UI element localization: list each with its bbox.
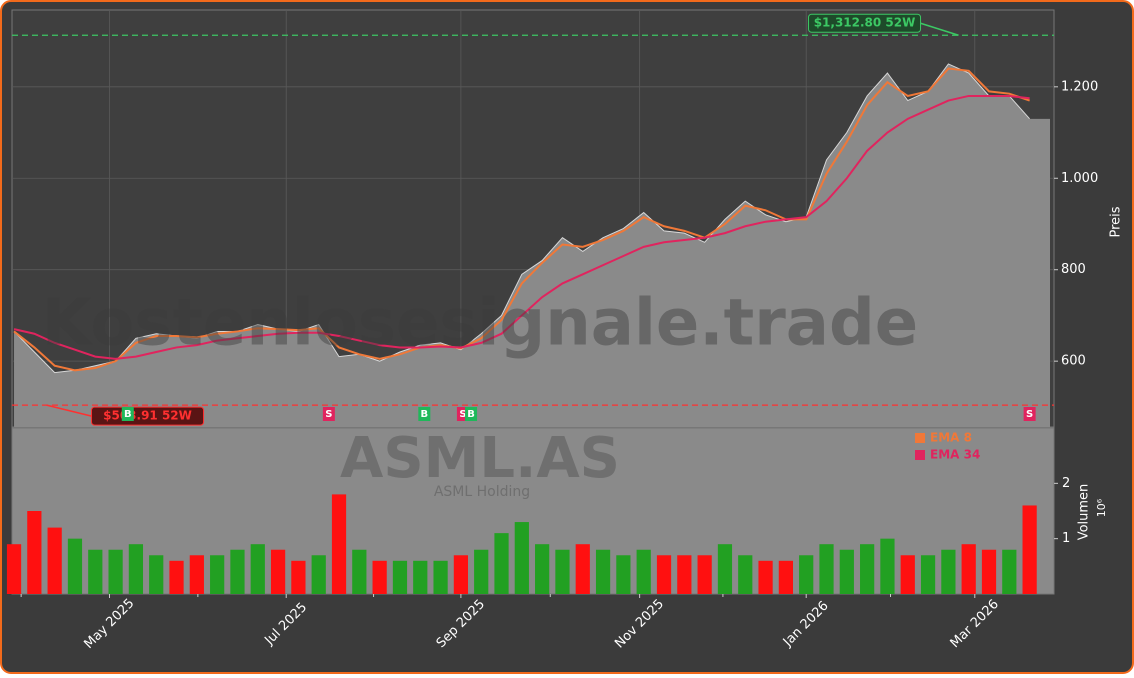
volume-bar bbox=[900, 555, 915, 594]
annotation-arrow bbox=[46, 404, 92, 417]
volume-bar bbox=[860, 544, 875, 594]
y-tick-label: 600 bbox=[1061, 354, 1086, 369]
volume-bar bbox=[595, 549, 611, 594]
watermark: Kostenlosesignale.trade bbox=[42, 287, 918, 361]
volume-bar bbox=[575, 544, 590, 594]
volume-offset: 10⁶ bbox=[1095, 498, 1108, 517]
y-tick-label: 1.000 bbox=[1061, 171, 1098, 186]
volume-bar bbox=[270, 549, 286, 594]
volume-bar bbox=[27, 511, 42, 594]
annotation-arrow bbox=[920, 22, 959, 36]
volume-bar bbox=[230, 549, 245, 594]
annotation-box bbox=[808, 13, 922, 33]
volume-bar bbox=[697, 555, 712, 594]
volume-bar bbox=[210, 555, 225, 594]
volume-bar bbox=[169, 560, 184, 594]
y-tick-label: 1 bbox=[1062, 531, 1070, 546]
volume-bar bbox=[819, 544, 834, 594]
volume-bar bbox=[555, 549, 570, 594]
volume-bar bbox=[839, 549, 854, 594]
volume-bar bbox=[1022, 505, 1037, 594]
volume-bar bbox=[352, 549, 367, 594]
legend-label: EMA 8 bbox=[930, 431, 972, 445]
volume-bar bbox=[778, 560, 793, 594]
volume-bar bbox=[47, 527, 62, 594]
legend-swatch bbox=[915, 433, 925, 443]
volume-bar bbox=[67, 538, 83, 594]
volume-bar bbox=[128, 544, 144, 594]
volume-bar bbox=[250, 544, 265, 594]
volume-bar bbox=[413, 560, 428, 594]
volume-bar bbox=[311, 555, 326, 594]
volume-bar bbox=[636, 549, 651, 594]
volume-bar bbox=[961, 544, 976, 594]
volume-bar bbox=[372, 560, 387, 594]
ema-line bbox=[13, 94, 1030, 360]
volume-bar bbox=[920, 555, 936, 594]
volume-bar bbox=[474, 549, 489, 594]
annotation-label: $1,312.80 52W bbox=[814, 16, 916, 30]
price-area bbox=[14, 63, 1050, 427]
signal-label: B bbox=[124, 409, 132, 420]
volume-bar bbox=[758, 560, 773, 594]
company-watermark: ASML Holding bbox=[434, 484, 530, 500]
volume-bar bbox=[880, 538, 895, 594]
signal-marker bbox=[121, 407, 134, 421]
volume-bar bbox=[535, 544, 550, 594]
volume-bar bbox=[1002, 549, 1017, 594]
y-tick-label: 1.200 bbox=[1061, 79, 1098, 94]
volume-bar bbox=[981, 549, 997, 594]
y-tick-label: 2 bbox=[1062, 476, 1070, 491]
volume-bar bbox=[453, 555, 469, 594]
legend-swatch bbox=[915, 450, 925, 460]
signal-label: S bbox=[459, 409, 466, 420]
signal-marker bbox=[1023, 407, 1036, 421]
signal-marker bbox=[418, 407, 431, 421]
ema-line bbox=[13, 67, 1030, 372]
volume-bar bbox=[331, 494, 347, 594]
y-tick-label: 800 bbox=[1061, 262, 1086, 277]
signal-label: S bbox=[1026, 409, 1033, 420]
volume-bar bbox=[677, 555, 692, 594]
annotation-label: $503.91 52W bbox=[103, 409, 192, 423]
signal-marker bbox=[465, 407, 478, 421]
volume-bar bbox=[717, 544, 733, 594]
signal-marker bbox=[322, 407, 335, 421]
signal-label: B bbox=[467, 409, 475, 420]
volume-bar bbox=[108, 549, 123, 594]
volume-bar bbox=[799, 555, 814, 594]
volume-bar bbox=[6, 544, 22, 594]
volume-bar bbox=[738, 555, 753, 594]
volume-bar bbox=[616, 555, 631, 594]
volume-bar bbox=[514, 522, 529, 594]
volume-axis-label: Volumen bbox=[1077, 484, 1092, 541]
signal-label: S bbox=[325, 409, 332, 420]
volume-bar bbox=[433, 560, 448, 594]
annotation-box bbox=[91, 406, 205, 426]
volume-bar bbox=[656, 555, 672, 594]
volume-bar bbox=[291, 560, 306, 594]
volume-bar bbox=[149, 555, 164, 594]
signal-label: B bbox=[421, 409, 429, 420]
symbol-watermark: ASML.AS bbox=[340, 426, 620, 491]
volume-bar bbox=[392, 560, 408, 594]
y-axis-label: Preis bbox=[1109, 206, 1124, 237]
volume-bar bbox=[88, 549, 103, 594]
volume-bar bbox=[189, 555, 204, 594]
legend-label: EMA 34 bbox=[930, 448, 980, 462]
volume-bar bbox=[494, 533, 509, 594]
volume-bar bbox=[941, 549, 956, 594]
